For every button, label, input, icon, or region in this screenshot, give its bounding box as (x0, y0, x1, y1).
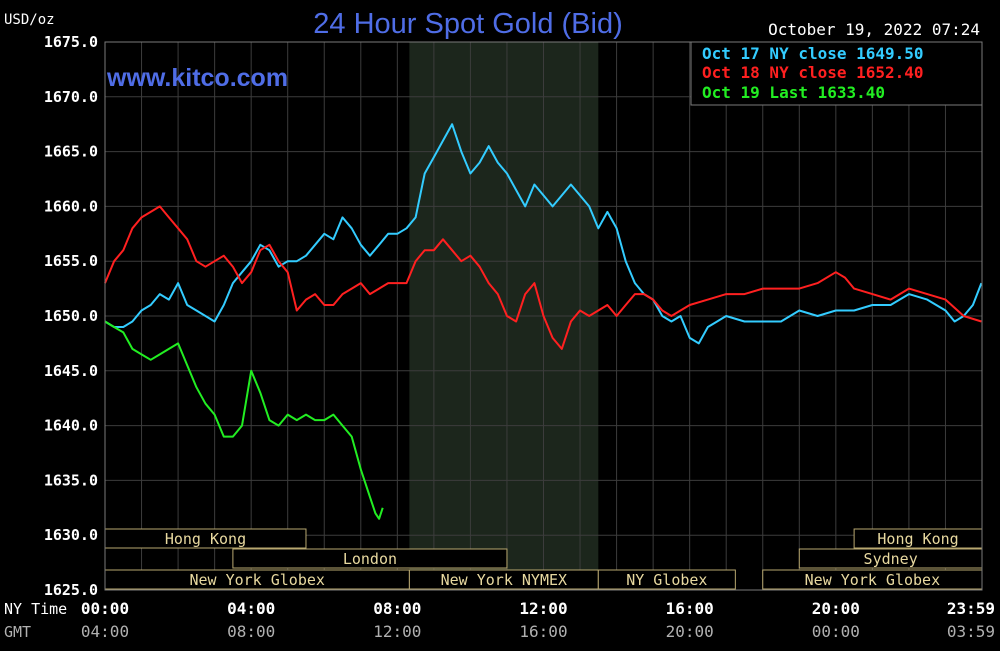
market-label-1: Hong Kong (877, 530, 958, 548)
market-bar-2 (232, 548, 508, 569)
chart-title: 24 Hour Spot Gold (Bid) (313, 8, 622, 40)
market-label-5: New York NYMEX (441, 571, 567, 589)
x-tick-label: 04:00 (81, 622, 129, 641)
series-line-2 (104, 320, 384, 520)
x-tick-label: 20:00 (812, 599, 860, 618)
plot-frame (104, 41, 983, 591)
x-tick-label: 12:00 (519, 599, 567, 618)
market-label-0: Hong Kong (165, 530, 246, 548)
market-label-7: New York Globex (805, 571, 940, 589)
y-tick-label: 1630.0 (44, 526, 98, 544)
legend-entry-oct19: Oct 19 Last 1633.40 (702, 83, 885, 102)
x-tick-label: 20:00 (666, 622, 714, 641)
y-tick-label: 1645.0 (44, 362, 98, 380)
y-tick-label: 1660.0 (44, 197, 98, 215)
market-session-bars: Hong Kong Hong Kong London Sydney New York G… (104, 528, 983, 590)
x-tick-label: 08:00 (373, 599, 421, 618)
series-line-0 (104, 123, 983, 345)
x-tick-label: 12:00 (373, 622, 421, 641)
y-tick-label: 1670.0 (44, 88, 98, 106)
series-line-1 (104, 205, 982, 350)
market-label-6: NY Globex (626, 571, 707, 589)
legend: Oct 17 NY close 1649.50 Oct 18 NY close … (690, 41, 983, 106)
legend-entry-oct18: Oct 18 NY close 1652.40 (702, 63, 924, 82)
market-label-2: London (343, 550, 397, 568)
y-tick-label: 1650.0 (44, 307, 98, 325)
y-tick-label: 1640.0 (44, 417, 98, 435)
x-tick-label: 16:00 (519, 622, 567, 641)
y-tick-label: 1675.0 (44, 33, 98, 51)
market-label-3: Sydney (864, 550, 918, 568)
x-tick-label: 16:00 (666, 599, 714, 618)
x-tick-label: 04:00 (227, 599, 275, 618)
y-tick-label: 1655.0 (44, 252, 98, 270)
x-tick-label: 03:59 (947, 622, 995, 641)
y-tick-label: 1635.0 (44, 471, 98, 489)
x-axis-row-name: GMT (4, 623, 31, 641)
market-bar-6 (597, 569, 736, 590)
price-series (104, 123, 983, 520)
y-tick-label: 1625.0 (44, 581, 98, 599)
x-axis: NY Time 00:00 04:00 08:00 12:00 16:00 20:00 23:… (4, 599, 995, 641)
market-label-4: New York Globex (189, 571, 324, 589)
y-tick-label: 1665.0 (44, 143, 98, 161)
x-tick-label: 00:00 (812, 622, 860, 641)
legend-entry-oct17: Oct 17 NY close 1649.50 (702, 44, 924, 63)
x-tick-label: 00:00 (81, 599, 129, 618)
y-axis-label: USD/oz (4, 12, 55, 28)
x-axis-row-name: NY Time (4, 600, 67, 618)
x-tick-label: 23:59 (947, 599, 995, 618)
x-tick-label: 08:00 (227, 622, 275, 641)
watermark-url: www.kitco.com (106, 64, 288, 92)
legend-box (690, 41, 983, 106)
y-axis-ticks: 1625.0 1630.0 1635.0 1640.0 1645.0 1650.0 1655… (44, 33, 98, 599)
timestamp: October 19, 2022 07:24 (768, 20, 980, 39)
